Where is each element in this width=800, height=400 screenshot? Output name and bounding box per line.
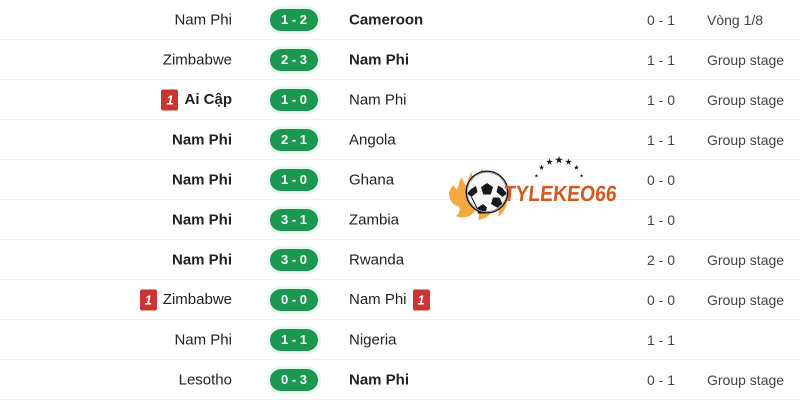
svg-text:TYLEKEO66: TYLEKEO66 [502, 181, 618, 206]
